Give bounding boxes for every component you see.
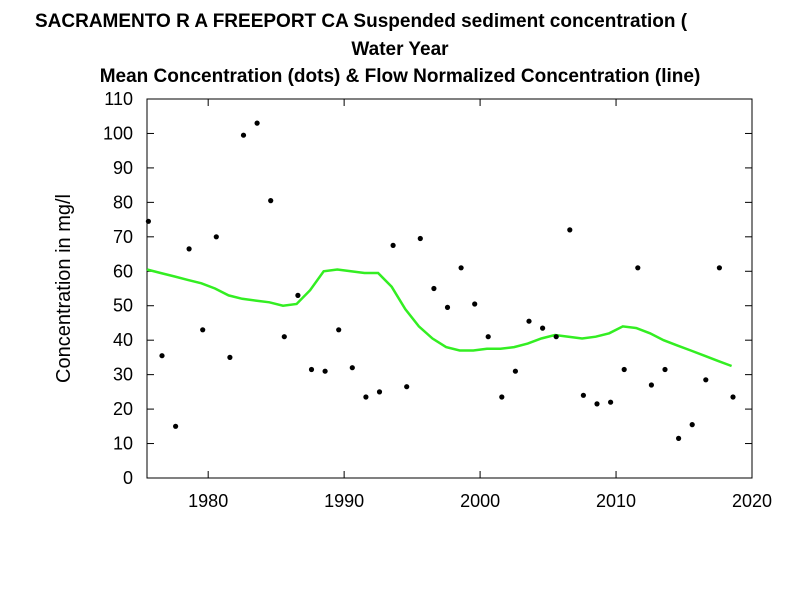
y-axis: 0 10 20 30 40 50 60 70 80 90 100 110	[103, 89, 752, 488]
data-point	[553, 334, 559, 340]
data-point	[689, 422, 695, 428]
x-tick-label: 1990	[324, 491, 364, 511]
data-point	[512, 368, 519, 374]
data-point	[676, 435, 682, 441]
data-point	[526, 318, 532, 324]
data-point	[662, 366, 668, 373]
y-tick-label: 0	[123, 468, 133, 488]
data-point	[186, 246, 192, 252]
data-point	[567, 227, 573, 233]
data-point	[594, 401, 600, 407]
data-point	[308, 366, 315, 373]
data-point	[173, 423, 179, 429]
data-point	[376, 389, 383, 395]
data-point	[635, 265, 641, 271]
data-point	[145, 218, 151, 224]
data-point	[322, 368, 328, 374]
y-tick-label: 70	[113, 227, 133, 247]
y-tick-label: 30	[113, 365, 133, 385]
data-point	[417, 235, 423, 242]
y-tick-label: 90	[113, 158, 133, 178]
data-point	[349, 365, 355, 371]
chart-title: SACRAMENTO R A FREEPORT CA Suspended sed…	[35, 11, 688, 32]
x-axis: 1980 1990 2000 2010 2020	[188, 99, 772, 511]
data-point	[390, 242, 396, 248]
data-point	[540, 325, 546, 331]
data-point	[281, 334, 287, 340]
data-point	[703, 377, 709, 383]
x-tick-label: 2000	[460, 491, 500, 511]
chart-subtitle: Mean Concentration (dots) & Flow Normali…	[99, 66, 701, 87]
x-tick-label: 1980	[188, 491, 228, 511]
data-point	[431, 285, 437, 292]
y-tick-label: 50	[113, 296, 133, 316]
flow-normalized-line	[146, 268, 733, 368]
y-tick-label: 100	[103, 123, 133, 143]
data-point	[472, 301, 478, 307]
data-point	[608, 399, 614, 405]
data-point	[730, 394, 736, 400]
y-tick-label: 80	[113, 192, 133, 212]
data-point	[254, 120, 260, 126]
data-point	[227, 354, 233, 360]
data-point	[580, 392, 587, 398]
y-tick-label: 40	[113, 330, 133, 350]
data-point	[268, 198, 274, 204]
data-point	[336, 327, 342, 333]
data-point	[444, 304, 451, 310]
data-point	[499, 394, 505, 400]
plot-frame	[146, 98, 753, 479]
y-tick-label: 10	[113, 434, 133, 454]
data-point	[363, 394, 369, 400]
data-point	[200, 327, 206, 333]
data-point	[404, 384, 410, 390]
y-tick-label: 110	[104, 89, 133, 109]
data-point	[159, 353, 165, 359]
x-tick-label: 2010	[596, 491, 636, 511]
chart-title-x-axis-line: Water Year	[351, 39, 449, 60]
y-axis-label: Concentration in mg/l	[53, 194, 75, 383]
x-tick-label: 2020	[732, 491, 772, 511]
data-point	[213, 234, 219, 240]
data-point	[240, 132, 247, 138]
y-tick-label: 20	[113, 399, 133, 419]
data-point	[716, 265, 723, 271]
y-tick-label: 60	[113, 261, 133, 281]
data-point	[485, 334, 491, 340]
data-point	[295, 292, 301, 298]
data-point	[648, 382, 655, 388]
data-point	[621, 366, 627, 373]
mean-concentration-dots	[145, 120, 736, 441]
data-point	[458, 265, 464, 271]
